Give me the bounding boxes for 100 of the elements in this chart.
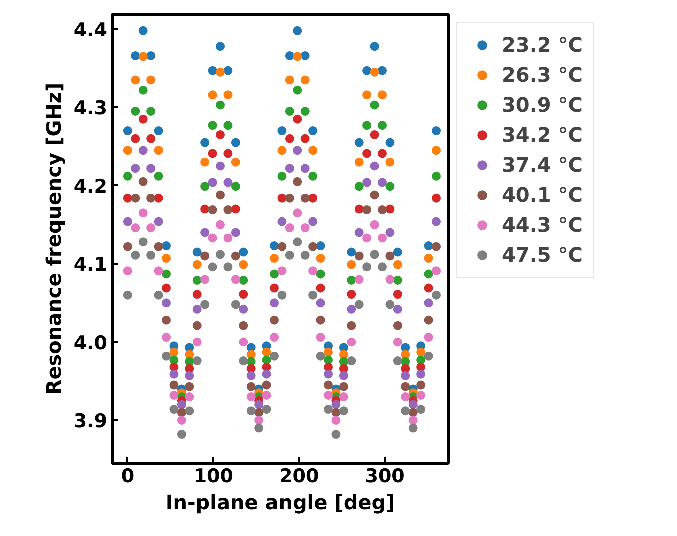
point — [154, 126, 164, 136]
point — [138, 177, 148, 186]
point — [324, 348, 333, 357]
point — [270, 284, 279, 293]
point — [216, 250, 225, 260]
point — [254, 400, 264, 410]
point — [262, 390, 272, 400]
point — [347, 276, 356, 285]
point — [154, 146, 164, 156]
point — [285, 134, 294, 144]
point — [231, 182, 240, 192]
point — [408, 424, 418, 433]
point — [401, 371, 410, 380]
point — [432, 266, 441, 276]
point — [192, 321, 202, 330]
point — [354, 252, 364, 261]
point — [347, 260, 356, 270]
point — [308, 126, 318, 136]
point — [270, 316, 279, 325]
point — [378, 234, 387, 243]
point — [239, 260, 248, 270]
point — [354, 204, 364, 214]
point — [192, 248, 202, 257]
point — [177, 430, 186, 440]
point — [208, 90, 218, 100]
point — [316, 284, 326, 293]
point — [316, 298, 326, 308]
point — [354, 138, 364, 148]
point — [146, 107, 156, 116]
point — [231, 138, 240, 148]
point — [362, 178, 372, 188]
point — [278, 242, 287, 252]
point — [208, 66, 218, 76]
point — [231, 204, 240, 214]
point — [339, 392, 348, 402]
point — [216, 130, 225, 140]
y-axis-title: Resonance frequency [GHz] — [42, 82, 66, 396]
point — [393, 338, 402, 347]
point — [300, 134, 310, 144]
point — [177, 400, 186, 410]
point — [239, 248, 248, 257]
point — [154, 266, 164, 276]
point — [192, 356, 202, 366]
point — [224, 234, 233, 243]
point — [347, 304, 356, 314]
point — [347, 356, 356, 366]
point — [393, 290, 402, 300]
point — [316, 352, 326, 361]
point — [162, 352, 171, 361]
point — [408, 400, 418, 410]
point — [146, 51, 156, 60]
point — [424, 298, 434, 308]
point — [224, 66, 233, 76]
point — [216, 68, 225, 77]
point — [432, 172, 441, 181]
point — [378, 121, 387, 130]
point — [300, 76, 310, 85]
point — [424, 352, 434, 361]
point — [138, 26, 148, 36]
x-axis-title: In-plane angle [deg] — [166, 490, 396, 514]
point — [154, 172, 164, 181]
point — [378, 90, 387, 100]
point — [154, 194, 164, 203]
point — [378, 206, 387, 215]
point — [170, 405, 179, 414]
point — [270, 333, 279, 342]
point — [162, 316, 171, 325]
point — [362, 262, 372, 272]
point — [200, 300, 210, 310]
point — [146, 164, 156, 174]
point — [278, 266, 287, 276]
point — [154, 217, 164, 226]
point — [354, 300, 364, 310]
point — [170, 370, 179, 379]
point — [162, 298, 171, 308]
point — [378, 66, 387, 76]
point — [416, 370, 426, 379]
point — [324, 390, 333, 400]
point — [262, 405, 272, 414]
point — [192, 304, 202, 314]
point — [308, 172, 318, 181]
point — [316, 254, 326, 264]
point — [316, 316, 326, 325]
point — [354, 228, 364, 238]
point — [362, 206, 372, 215]
point — [270, 352, 279, 361]
point — [300, 164, 310, 174]
point — [192, 338, 202, 347]
point — [231, 228, 240, 238]
point — [370, 130, 380, 140]
x-tick-label: 0 — [121, 466, 135, 488]
point — [131, 164, 140, 174]
point — [246, 392, 256, 402]
point — [200, 204, 210, 214]
point — [408, 416, 418, 425]
point — [285, 224, 294, 233]
point — [123, 172, 132, 181]
point — [154, 290, 164, 300]
point — [324, 405, 333, 414]
point — [208, 206, 218, 215]
